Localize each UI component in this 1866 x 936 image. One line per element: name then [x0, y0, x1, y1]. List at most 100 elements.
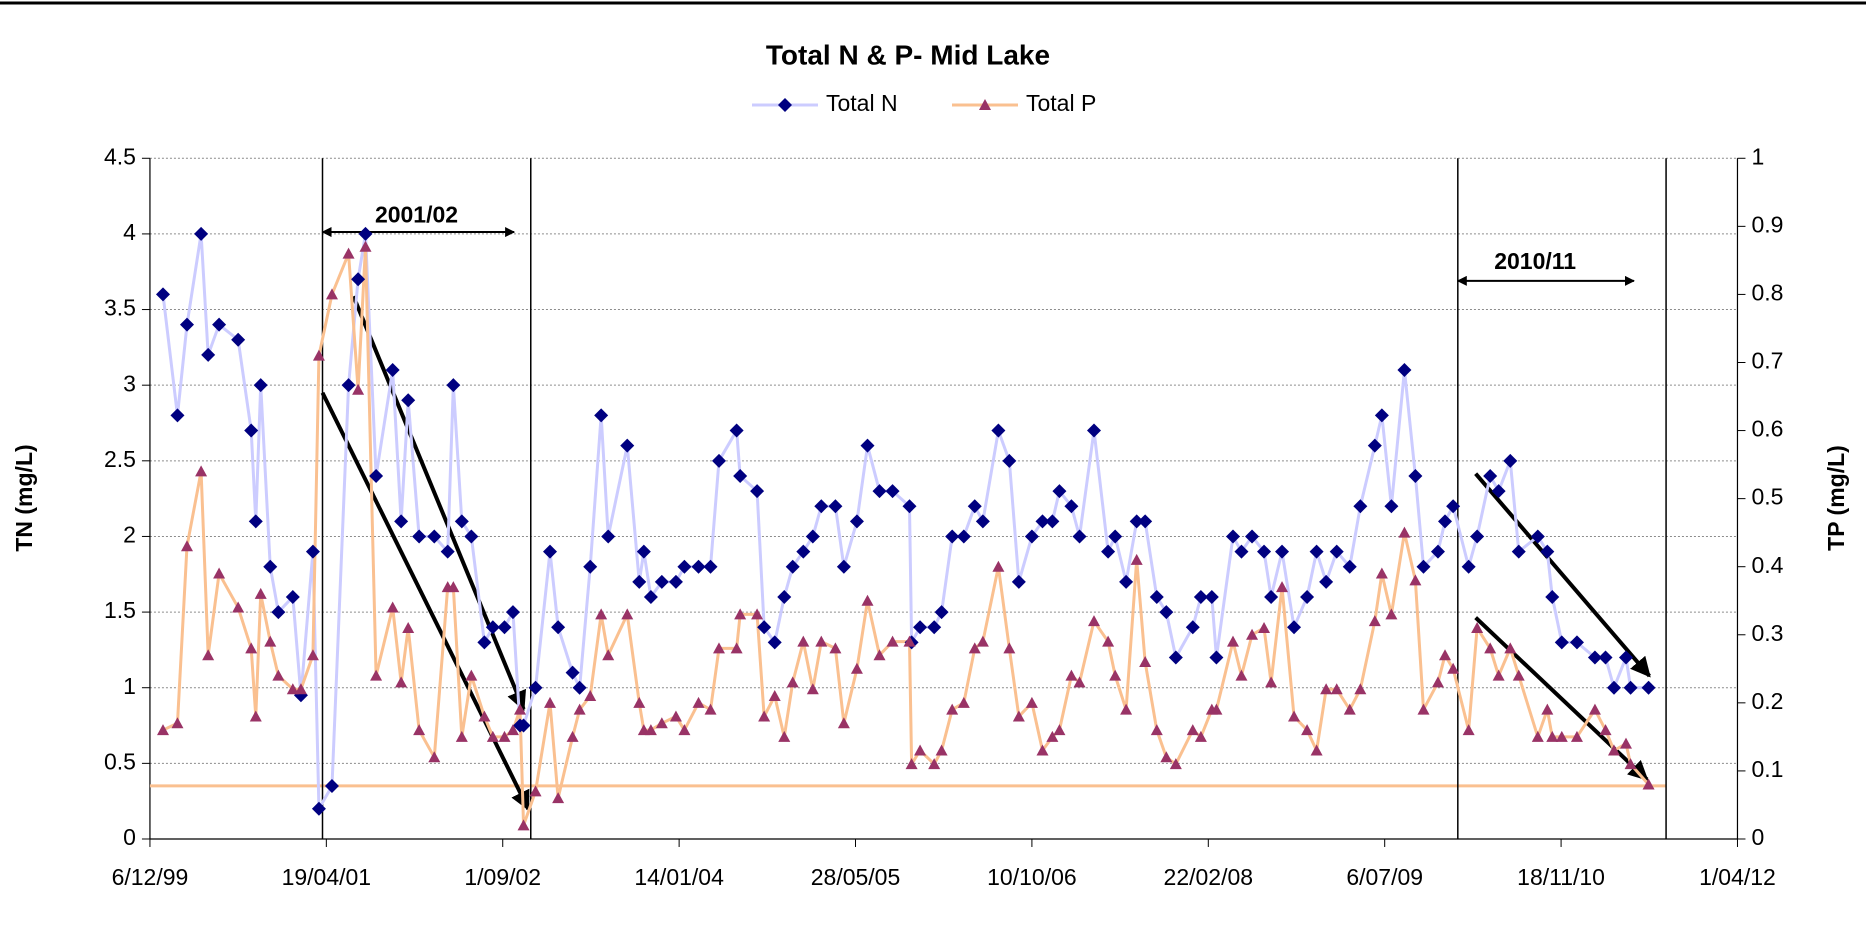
marker-triangle	[1546, 730, 1559, 742]
marker-diamond	[505, 605, 520, 620]
period-label: 2010/11	[1494, 248, 1576, 274]
marker-triangle	[1087, 615, 1100, 627]
marker-diamond	[1319, 574, 1334, 589]
marker-triangle	[272, 669, 285, 681]
chart-title: Total N & P- Mid Lake	[766, 39, 1050, 70]
x-tick-label: 10/10/06	[987, 864, 1077, 890]
y-tick-label: 3	[123, 370, 136, 396]
marker-diamond	[1491, 484, 1506, 499]
marker-diamond	[1374, 408, 1389, 423]
marker-diamond	[601, 529, 616, 544]
marker-diamond	[263, 559, 278, 574]
marker-triangle	[584, 690, 597, 702]
marker-diamond	[1353, 499, 1368, 514]
marker-triangle	[957, 696, 970, 708]
marker-triangle	[1265, 676, 1278, 688]
marker-diamond	[1641, 680, 1656, 695]
marker-diamond	[1438, 514, 1453, 529]
marker-triangle	[1431, 676, 1444, 688]
marker-triangle	[264, 635, 277, 647]
marker-triangle	[704, 703, 717, 715]
marker-triangle	[976, 635, 989, 647]
marker-diamond	[796, 544, 811, 559]
marker-diamond	[729, 423, 744, 438]
marker-diamond	[1329, 544, 1344, 559]
x-tick-label: 28/05/05	[811, 864, 901, 890]
x-tick-label: 18/11/10	[1517, 864, 1605, 890]
marker-triangle	[498, 730, 511, 742]
marker-triangle	[1320, 683, 1333, 695]
marker-triangle	[306, 649, 319, 661]
marker-triangle	[1624, 758, 1637, 770]
marker-triangle	[1120, 703, 1133, 715]
marker-diamond	[1138, 514, 1153, 529]
marker-diamond	[1119, 574, 1134, 589]
y-tick-label: 2.5	[104, 446, 136, 472]
marker-triangle	[914, 744, 927, 756]
marker-diamond	[394, 514, 409, 529]
x-tick-label: 1/09/02	[464, 864, 541, 890]
marker-triangle	[1343, 703, 1356, 715]
marker-triangle	[992, 560, 1005, 572]
marker-diamond	[551, 620, 566, 635]
marker-diamond	[1193, 589, 1208, 604]
marker-triangle	[1053, 724, 1066, 736]
marker-diamond	[1234, 544, 1249, 559]
x-tick-label: 22/02/08	[1164, 864, 1254, 890]
marker-triangle	[325, 288, 338, 300]
marker-triangle	[946, 703, 959, 715]
marker-diamond	[1086, 423, 1101, 438]
marker-diamond	[1264, 589, 1279, 604]
marker-diamond	[464, 529, 479, 544]
y-tick-label: 1	[123, 673, 136, 699]
marker-diamond	[1275, 544, 1290, 559]
marker-diamond	[677, 559, 692, 574]
marker-diamond	[212, 317, 227, 332]
marker-diamond	[1430, 544, 1445, 559]
marker-diamond	[1569, 635, 1584, 650]
marker-diamond	[516, 718, 531, 733]
marker-diamond	[733, 468, 748, 483]
marker-triangle	[249, 710, 262, 722]
marker-diamond	[1257, 544, 1272, 559]
marker-diamond	[1397, 363, 1412, 378]
marker-diamond	[643, 589, 658, 604]
marker-diamond	[620, 438, 635, 453]
marker-triangle	[1570, 730, 1583, 742]
marker-diamond	[1367, 438, 1382, 453]
marker-triangle	[552, 792, 565, 804]
marker-triangle	[1417, 703, 1430, 715]
marker-triangle	[1599, 724, 1612, 736]
marker-triangle	[312, 349, 325, 361]
marker-triangle	[602, 649, 615, 661]
marker-triangle	[342, 247, 355, 259]
marker-diamond	[385, 363, 400, 378]
y2-tick-label: 0.4	[1751, 552, 1783, 578]
marker-diamond	[1245, 529, 1260, 544]
y2-tick-label: 0.7	[1751, 348, 1783, 374]
marker-diamond	[170, 408, 185, 423]
marker-diamond	[785, 559, 800, 574]
marker-triangle	[633, 696, 646, 708]
marker-triangle	[1471, 621, 1484, 633]
marker-triangle	[1235, 669, 1248, 681]
marker-triangle	[1330, 683, 1343, 695]
marker-triangle	[213, 567, 226, 579]
marker-diamond	[248, 514, 263, 529]
marker-triangle	[1246, 628, 1259, 640]
marker-diamond	[967, 499, 982, 514]
marker-triangle	[447, 581, 460, 593]
marker-triangle	[678, 724, 691, 736]
marker-triangle	[1368, 615, 1381, 627]
marker-diamond	[1503, 453, 1518, 468]
y2-tick-label: 0.1	[1751, 756, 1783, 782]
marker-triangle	[873, 649, 886, 661]
marker-diamond	[885, 484, 900, 499]
marker-triangle	[254, 587, 267, 599]
marker-triangle	[1025, 696, 1038, 708]
period-label: 2001/02	[375, 202, 458, 228]
marker-diamond	[1072, 529, 1087, 544]
marker-diamond	[1623, 680, 1638, 695]
marker-diamond	[401, 393, 416, 408]
